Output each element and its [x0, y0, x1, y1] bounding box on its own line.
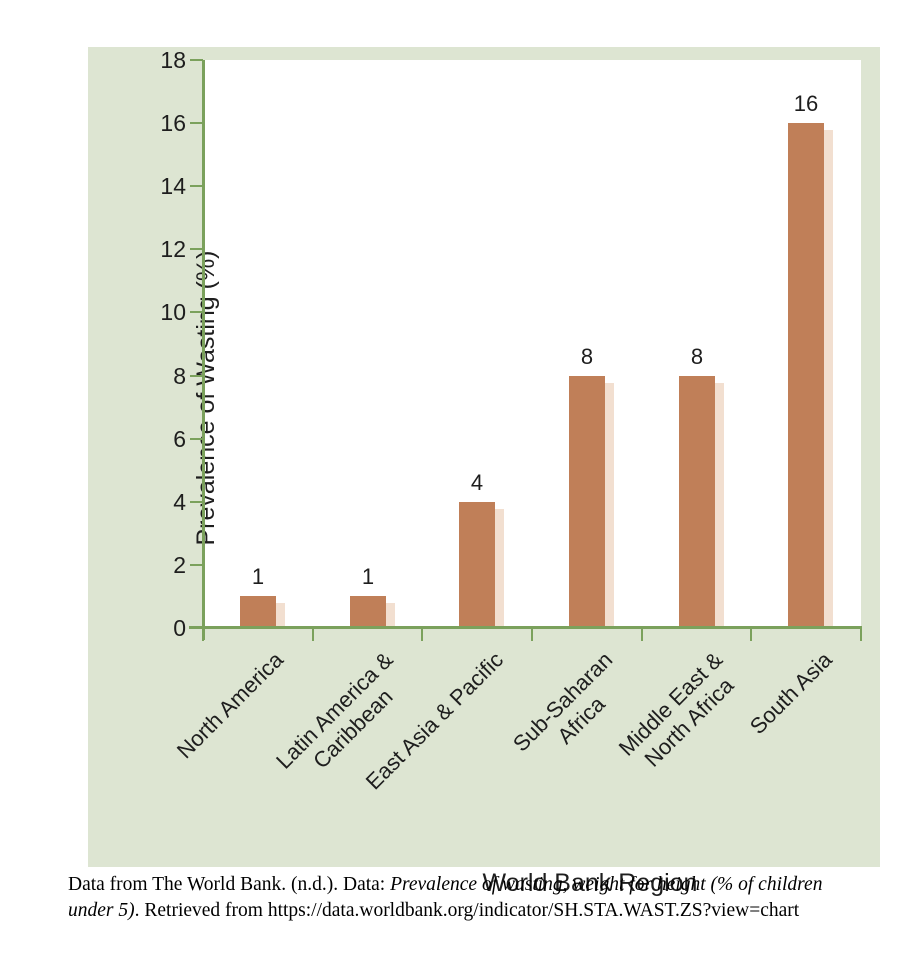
citation-italic-segment: Prevalence of wasting, weight for height… — [390, 874, 823, 895]
plot-area — [203, 60, 861, 628]
x-axis-title: World Bank Region — [482, 869, 698, 897]
chart-panel: Prevalence of Wasting (%) World Bank Reg… — [88, 47, 880, 897]
y-axis-title: Prevalence of Wasting (%) — [192, 250, 220, 546]
citation: Data from The World Bank. (n.d.). Data: … — [68, 872, 904, 924]
citation-italic-segment: under 5) — [68, 900, 135, 921]
citation-segment: Data from The World Bank. (n.d.). Data: — [68, 874, 391, 895]
citation-segment: . Retrieved from https://data.worldbank.… — [134, 900, 800, 921]
